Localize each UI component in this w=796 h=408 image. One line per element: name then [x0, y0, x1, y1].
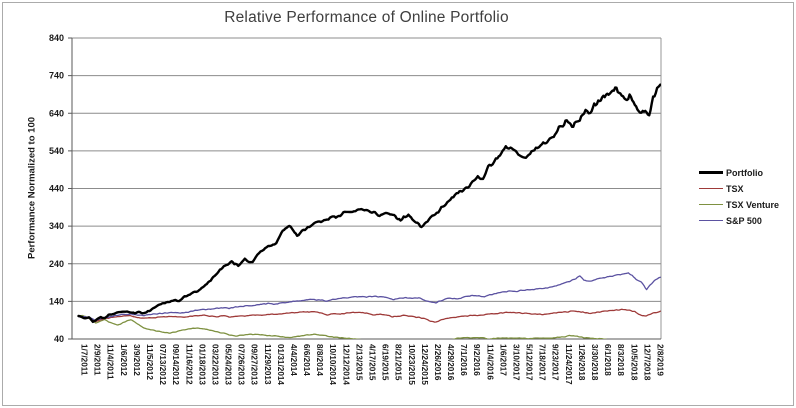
legend-item-portfolio: Portfolio — [699, 166, 779, 179]
x-tick-label: 12/24/2015 — [420, 344, 429, 385]
legend-item-s-p-500: S&P 500 — [699, 214, 779, 227]
x-tick-label: 09/27/2013 — [250, 344, 259, 385]
legend-item-tsx-venture: TSX Venture — [699, 198, 779, 211]
x-tick-label: 8/8/2014 — [315, 344, 324, 376]
x-tick-label: 4/17/2015 — [368, 344, 377, 381]
gridlines — [68, 37, 662, 340]
x-tick-label: 2/9/2011 — [93, 344, 102, 376]
x-tick-label: 4/29/2016 — [446, 344, 455, 381]
x-tick-label: 9/23/2017 — [551, 344, 560, 381]
series-line-tsx-venture — [77, 314, 608, 339]
x-tick-label: 10/10/2014 — [328, 344, 337, 385]
x-tick-label: 2/8/2019 — [655, 344, 664, 376]
legend-line-swatch — [699, 188, 723, 189]
x-tick-label: 6/6/2014 — [302, 344, 311, 376]
chart-title: Relative Performance of Online Portfolio — [224, 9, 509, 26]
x-tick-label: 10/23/2015 — [407, 344, 416, 385]
x-tick-label: 12/7/2018 — [642, 344, 651, 381]
y-tick-label: 640 — [49, 108, 64, 118]
y-tick-label: 840 — [49, 33, 64, 43]
series-line-s-p-500 — [77, 272, 661, 322]
legend: Portfolio TSX TSX Venture S&P 500 — [699, 166, 779, 227]
x-tick-label: 7/1/2016 — [459, 344, 468, 376]
y-tick-label: 140 — [49, 296, 64, 306]
legend-line-swatch — [699, 171, 723, 174]
x-tick-label: 2/13/2015 — [354, 344, 363, 381]
x-tick-label: 1/6/2012 — [119, 344, 128, 376]
y-tick-label: 240 — [49, 259, 64, 269]
y-tick-label: 740 — [49, 71, 64, 81]
x-tick-label: 11/29/2013 — [263, 344, 272, 385]
x-tick-label: 9/2/2016 — [472, 344, 481, 376]
x-tick-label: 11/24/2017 — [564, 344, 573, 385]
series-line-tsx — [77, 308, 661, 323]
x-tick-label: 11/16/2012 — [184, 344, 193, 385]
x-tick-label: 05/24/2013 — [224, 344, 233, 385]
x-tick-label: 4/4/2014 — [289, 344, 298, 376]
y-tick-label: 540 — [49, 146, 64, 156]
x-tick-label: 1/7/2011 — [80, 344, 89, 376]
x-tick-label: 7/18/2017 — [538, 344, 547, 381]
x-tick-label: 09/14/2012 — [171, 344, 180, 385]
x-tick-label: 8/21/2015 — [394, 344, 403, 381]
x-tick-label: 11/4/2016 — [485, 344, 494, 380]
legend-label: TSX Venture — [726, 199, 780, 210]
legend-item-tsx: TSX — [699, 182, 779, 195]
legend-label: Portfolio — [726, 167, 763, 178]
y-tick-label: 440 — [49, 184, 64, 194]
x-tick-label: 6/1/2018 — [603, 344, 612, 376]
x-tick-label: 1/6/2017 — [498, 344, 507, 376]
legend-line-swatch — [699, 204, 723, 205]
legend-label: S&P 500 — [726, 215, 762, 226]
x-tick-label: 01/31/2014 — [276, 344, 285, 385]
x-tick-label: 5/12/2017 — [525, 344, 534, 381]
x-tick-label: 07/13/2012 — [158, 344, 167, 385]
legend-line-swatch — [699, 220, 723, 221]
x-tick-label: 3/10/2017 — [511, 344, 520, 381]
x-tick-label: 2/26/2016 — [433, 344, 442, 381]
x-tick-label: 03/22/2013 — [210, 344, 219, 385]
x-tick-label: 11/5/2012 — [145, 344, 154, 380]
x-tick-label: 3/9/2012 — [132, 344, 141, 376]
x-tick-label: 10/5/2018 — [629, 344, 638, 381]
series-line-portfolio — [77, 83, 661, 324]
x-tick-label: 1/26/2018 — [577, 344, 586, 381]
series-lines — [77, 83, 661, 339]
x-tick-labels: 1/7/2011 2/9/2011 11/4/2011 1/6/2012 3/9/201… — [80, 344, 665, 385]
legend-label: TSX — [726, 183, 744, 194]
y-tick-labels: 40 140 240 340 440 540 640 740 840 — [49, 33, 64, 344]
x-tick-label: 07/26/2013 — [237, 344, 246, 385]
x-tick-label: 01/18/2013 — [197, 344, 206, 385]
y-tick-label: 340 — [49, 221, 64, 231]
x-tick-label: 12/12/2014 — [341, 344, 350, 385]
x-tick-label: 6/19/2015 — [381, 344, 390, 381]
x-tick-label: 3/30/2018 — [590, 344, 599, 381]
x-tick-label: 8/3/2018 — [616, 344, 625, 376]
x-tick-label: 11/4/2011 — [106, 344, 115, 380]
y-tick-label: 40 — [54, 334, 64, 344]
